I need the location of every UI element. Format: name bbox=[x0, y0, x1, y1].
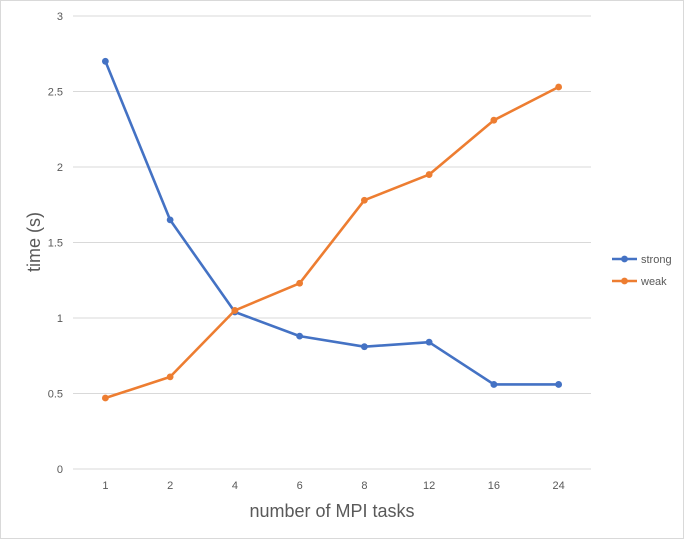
data-point-strong bbox=[555, 381, 563, 388]
x-axis-title: number of MPI tasks bbox=[249, 501, 414, 521]
data-point-weak bbox=[101, 394, 109, 402]
x-tick-label: 6 bbox=[297, 480, 303, 492]
legend-label-strong: strong bbox=[641, 254, 672, 266]
legend-label-weak: weak bbox=[640, 276, 667, 288]
data-point-strong bbox=[490, 381, 498, 388]
data-point-weak bbox=[425, 171, 433, 178]
data-point-weak bbox=[296, 279, 304, 287]
x-tick-label: 1 bbox=[102, 480, 108, 492]
y-axis-ticks: 0 0.5 1 1.5 2 2.5 3 bbox=[48, 11, 63, 476]
x-axis-ticks: 1 2 4 6 8 12 16 24 bbox=[102, 480, 564, 492]
legend: strong weak bbox=[612, 254, 672, 288]
data-point-weak bbox=[555, 83, 563, 91]
data-point-strong bbox=[425, 338, 433, 346]
y-tick-label: 2 bbox=[57, 162, 63, 174]
data-point-weak bbox=[231, 307, 239, 314]
series-line-strong bbox=[104, 59, 560, 386]
y-tick-label: 0.5 bbox=[48, 389, 63, 401]
data-point-weak bbox=[360, 196, 368, 204]
data-point-strong bbox=[296, 332, 304, 340]
series-lines bbox=[101, 57, 563, 402]
data-point-strong bbox=[101, 57, 109, 65]
series-line-weak bbox=[104, 85, 560, 400]
x-tick-label: 24 bbox=[553, 480, 565, 492]
x-tick-label: 4 bbox=[232, 480, 238, 492]
data-point-strong bbox=[166, 216, 174, 224]
y-tick-label: 1 bbox=[57, 313, 63, 325]
gridlines bbox=[73, 15, 591, 470]
y-tick-label: 2.5 bbox=[48, 87, 63, 99]
legend-marker-strong bbox=[621, 255, 628, 263]
y-tick-label: 3 bbox=[57, 11, 63, 23]
data-point-weak bbox=[490, 116, 498, 124]
y-tick-label: 1.5 bbox=[48, 238, 63, 250]
x-tick-label: 12 bbox=[423, 480, 435, 492]
x-tick-label: 8 bbox=[361, 480, 367, 492]
y-axis-title: time (s) bbox=[24, 212, 44, 272]
x-tick-label: 2 bbox=[167, 480, 173, 492]
data-point-strong bbox=[360, 343, 368, 351]
legend-marker-weak bbox=[621, 277, 628, 285]
data-point-weak bbox=[166, 373, 174, 381]
x-tick-label: 16 bbox=[488, 480, 500, 492]
y-tick-label: 0 bbox=[57, 464, 63, 476]
